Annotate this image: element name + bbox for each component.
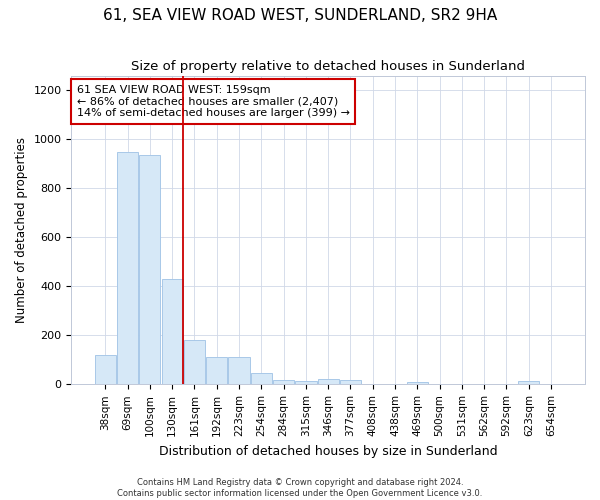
Bar — [161, 279, 183, 384]
Bar — [340, 380, 361, 384]
Bar — [273, 380, 294, 384]
Text: 61 SEA VIEW ROAD WEST: 159sqm
← 86% of detached houses are smaller (2,407)
14% o: 61 SEA VIEW ROAD WEST: 159sqm ← 86% of d… — [77, 85, 350, 118]
Bar — [184, 340, 205, 384]
Text: Contains HM Land Registry data © Crown copyright and database right 2024.
Contai: Contains HM Land Registry data © Crown c… — [118, 478, 482, 498]
X-axis label: Distribution of detached houses by size in Sunderland: Distribution of detached houses by size … — [159, 444, 497, 458]
Bar — [117, 152, 138, 384]
Bar — [407, 382, 428, 384]
Y-axis label: Number of detached properties: Number of detached properties — [15, 137, 28, 323]
Bar — [206, 358, 227, 384]
Title: Size of property relative to detached houses in Sunderland: Size of property relative to detached ho… — [131, 60, 525, 73]
Bar — [95, 355, 116, 384]
Bar — [518, 380, 539, 384]
Text: 61, SEA VIEW ROAD WEST, SUNDERLAND, SR2 9HA: 61, SEA VIEW ROAD WEST, SUNDERLAND, SR2 … — [103, 8, 497, 22]
Bar — [139, 155, 160, 384]
Bar — [229, 358, 250, 384]
Bar — [251, 374, 272, 384]
Bar — [317, 380, 339, 384]
Bar — [295, 380, 317, 384]
